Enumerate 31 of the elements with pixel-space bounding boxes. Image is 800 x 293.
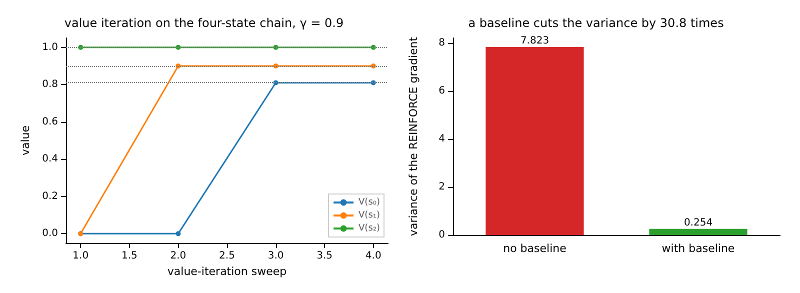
x-tick-label: 1.5	[121, 250, 138, 262]
y-axis-title: value	[19, 125, 32, 156]
y-tick-label: 0.2	[42, 190, 58, 202]
x-tick-label: no baseline	[503, 242, 567, 255]
x-tick-label: 3.5	[316, 250, 333, 262]
chart-title: a baseline cuts the variance by 30.8 times	[468, 16, 724, 30]
x-tick-label: 2.0	[170, 250, 186, 262]
y-tick-label: 0.4	[42, 154, 58, 165]
data-label: 7.823	[520, 36, 550, 47]
point	[176, 231, 181, 236]
y-tick-label: 4	[438, 133, 445, 144]
data-label: 0.254	[684, 217, 713, 228]
y-tick-label: 8	[438, 37, 445, 48]
y-tick-label: 0.8	[42, 79, 58, 90]
y-axis-title: variance of the REINFORCE gradient	[407, 36, 420, 236]
y-tick-label: 1.0	[42, 42, 58, 53]
y-tick-label: 0.6	[42, 116, 58, 128]
y-tick-label: 0	[438, 230, 445, 240]
x-tick-label: with baseline	[662, 242, 735, 255]
x-tick-label: 3.0	[268, 250, 284, 262]
y-tick-label: 6	[438, 85, 445, 96]
x-tick-label: 4.0	[365, 250, 382, 262]
chart-title: value iteration on the four-state chain, γ = 0.9	[64, 16, 344, 30]
x-tick-label: 1.0	[72, 250, 89, 262]
legend-label: V(s₀)	[358, 198, 380, 208]
legend-label: V(s₁)	[358, 210, 380, 220]
legend-label: V(s₂)	[358, 224, 380, 234]
y-tick-label: 0.0	[42, 228, 58, 240]
x-tick-label: 2.5	[219, 250, 235, 262]
x-axis-title: value-iteration sweep	[167, 264, 287, 278]
y-tick-label: 2	[438, 181, 445, 192]
